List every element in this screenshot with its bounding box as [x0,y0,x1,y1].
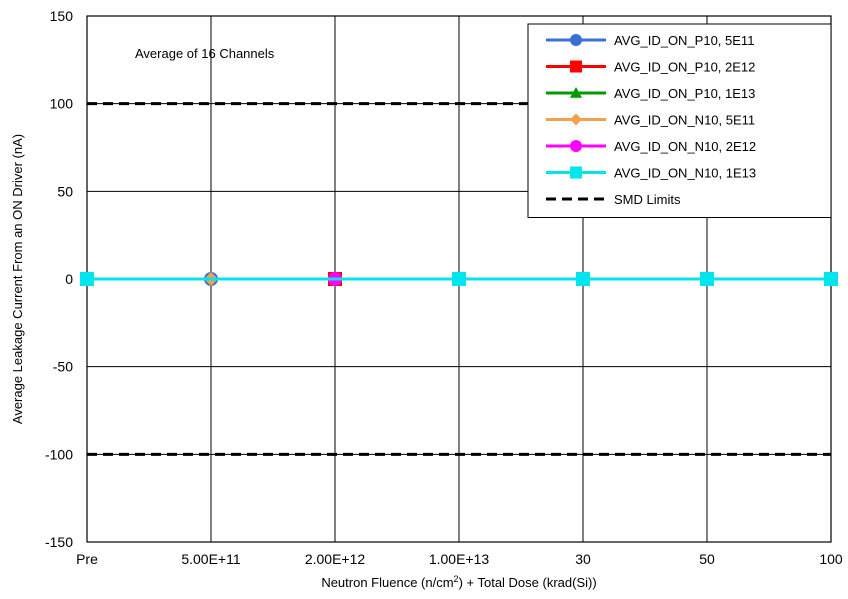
legend-marker-0 [570,34,582,46]
y-tick-label-3: 0 [65,271,73,287]
x-tick-labels: Pre 5.00E+11 2.00E+12 1.00E+13 30 50 100 [76,551,843,567]
legend-marker-3 [570,113,582,126]
legend-label-5: AVG_ID_ON_N10, 1E13 [614,166,756,181]
series-5-point-3 [700,272,714,286]
x-tick-label-6: 100 [819,551,843,567]
y-tick-label-4: 50 [57,183,73,199]
y-tick-label-5: 100 [50,96,74,112]
x-tick-label-2: 2.00E+12 [305,551,366,567]
y-axis-title: Average Leakage Current From an ON Drive… [10,134,25,424]
smd-limit-lines [87,102,831,456]
x-axis-title-part-1: Neutron Fluence (n/cm [321,575,453,590]
legend-label-4: AVG_ID_ON_N10, 2E12 [614,139,756,154]
legend-marker-1 [570,60,582,73]
x-tick-label-3: 1.00E+13 [429,551,490,567]
legend-marker-2 [570,87,582,98]
series-5-point-1 [452,272,466,286]
legend-label-limits: SMD Limits [614,192,681,207]
legend-label-2: AVG_ID_ON_P10, 1E13 [614,86,755,101]
x-tick-label-1: 5.00E+11 [181,551,241,567]
y-tick-label-2: -50 [53,359,73,375]
series-lines [80,272,838,286]
legend-marker-4 [570,140,582,152]
y-tick-labels: -150 -100 -50 0 50 100 150 [45,8,73,550]
x-tick-label-0: Pre [76,551,98,567]
legend-label-3: AVG_ID_ON_N10, 5E11 [614,113,755,128]
legend-label-1: AVG_ID_ON_P10, 2E12 [614,60,755,75]
x-tick-label-5: 50 [699,551,715,567]
y-tick-label-6: 150 [50,8,74,24]
legend-marker-5 [570,166,582,179]
x-axis-title-superscript: 2 [454,574,459,584]
legend-label-0: AVG_ID_ON_P10, 5E11 [614,33,754,48]
series-5-point-2 [576,272,590,286]
legend: AVG_ID_ON_P10, 5E11 AVG_ID_ON_P10, 2E12 AV… [527,23,832,218]
chart-annotation: Average of 16 Channels [135,46,275,61]
series-5 [80,272,838,286]
x-tick-label-4: 30 [575,551,591,567]
y-tick-label-0: -150 [45,534,73,550]
x-axis-title-part-2: ) + Total Dose (krad(Si)) [459,575,597,590]
x-axis-title: Neutron Fluence (n/cm2) + Total Dose (kr… [321,574,596,590]
y-tick-label-1: -100 [45,446,73,462]
series-5-point-4 [824,272,838,286]
series-5-point-0 [80,272,94,286]
